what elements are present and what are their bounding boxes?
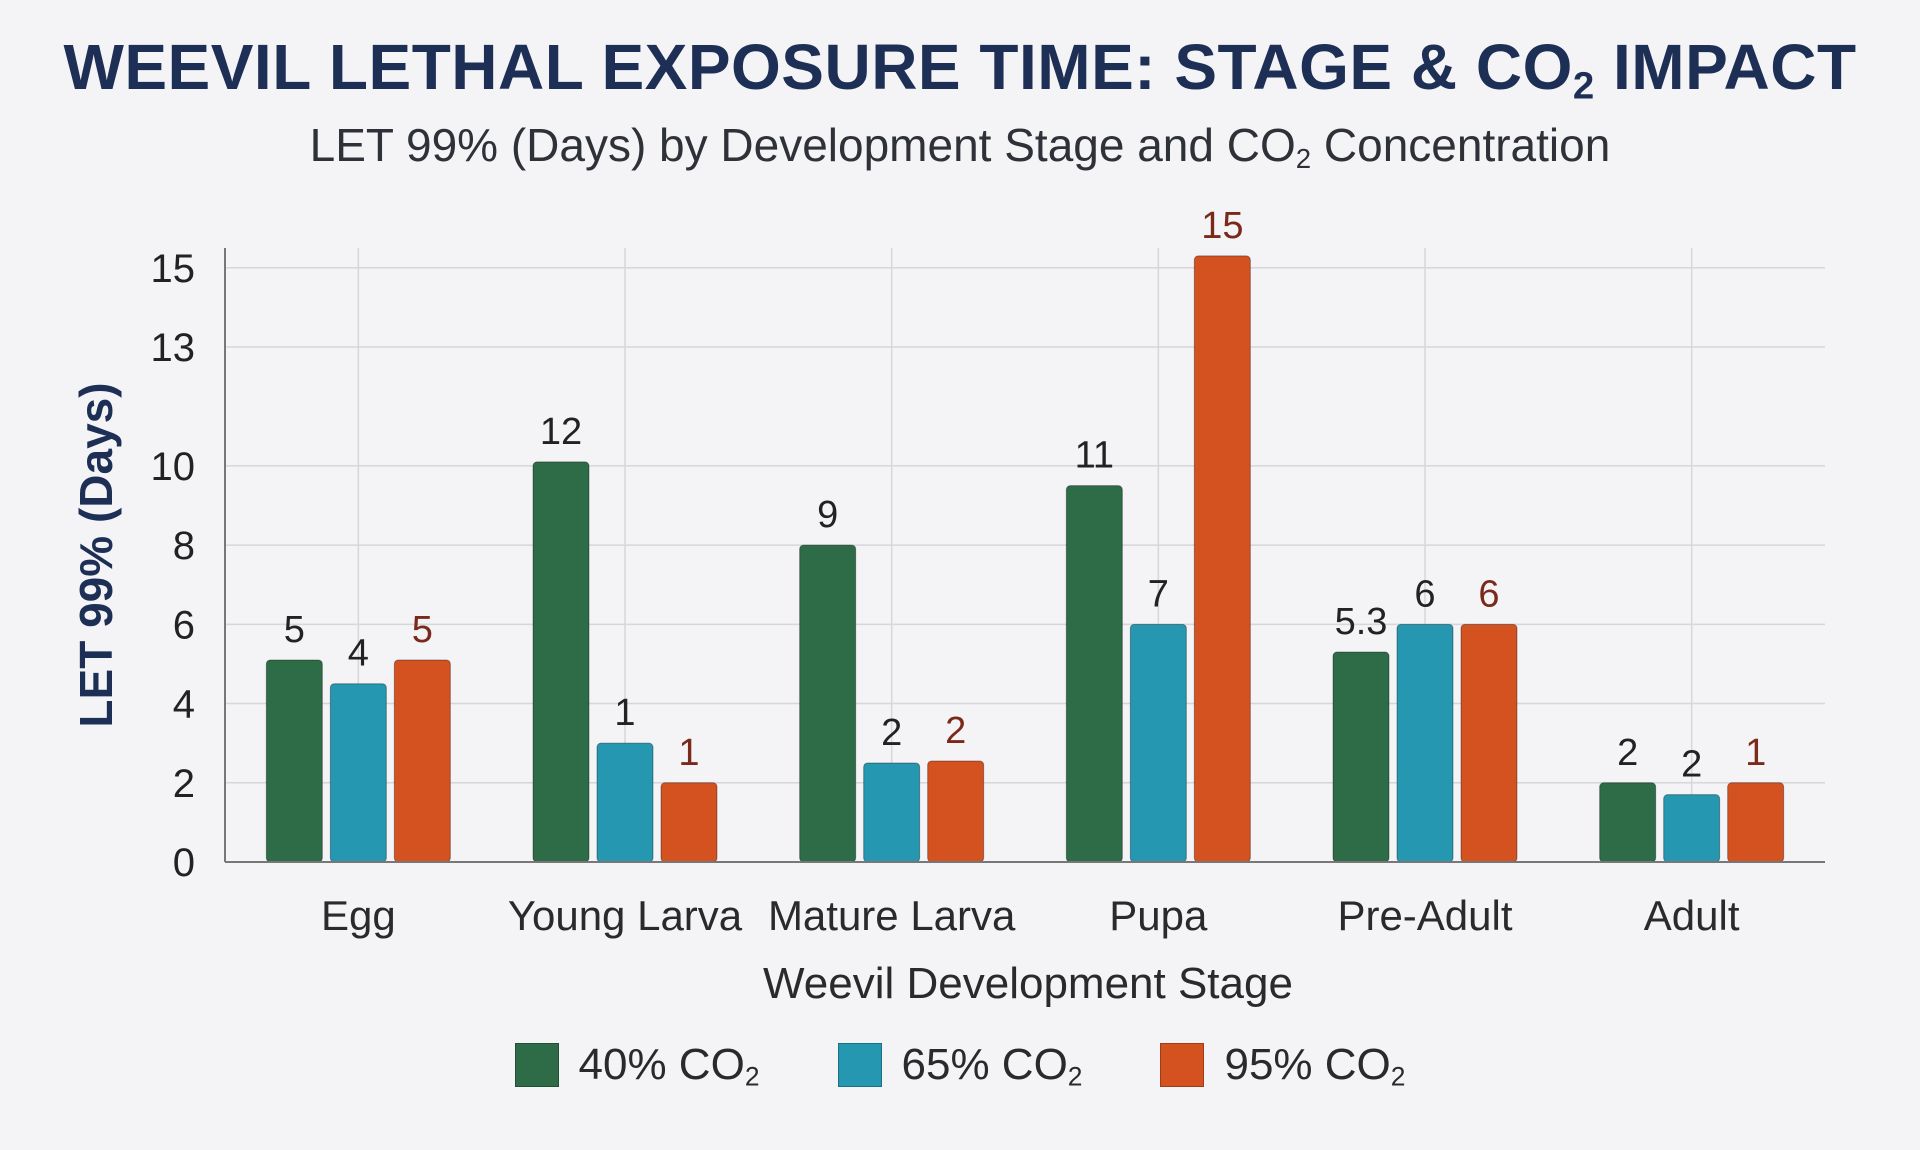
data-label: 7 [1148, 573, 1169, 615]
data-label: 2 [1617, 732, 1638, 774]
bar [265, 659, 323, 863]
y-tick-label: 2 [173, 762, 195, 806]
legend-label-text: 95% CO [1224, 1040, 1391, 1089]
data-label: 2 [1681, 744, 1702, 786]
bar [532, 461, 590, 863]
legend-item: 95% CO2 [1160, 1040, 1405, 1090]
y-axis-title: LET 99% (Days) [70, 382, 122, 727]
y-tick-label: 13 [151, 326, 196, 370]
bar [1193, 255, 1251, 863]
bar [1663, 794, 1721, 863]
bar [660, 782, 718, 863]
data-label: 5.3 [1335, 601, 1388, 643]
x-tick-label: Egg [321, 892, 396, 939]
x-axis-title: Weevil Development Stage [763, 959, 1293, 1008]
bar [1396, 623, 1454, 863]
bar [393, 659, 451, 863]
bar [1332, 651, 1390, 863]
bar [1460, 623, 1518, 863]
data-label: 1 [1745, 732, 1766, 774]
data-label: 12 [540, 411, 582, 453]
bar [927, 760, 985, 863]
bar [799, 544, 857, 863]
y-tick-label: 8 [173, 524, 195, 568]
x-tick-label: Adult [1644, 892, 1740, 939]
x-tick-label: Young Larva [508, 892, 743, 939]
bar [1129, 623, 1187, 863]
legend-label-subscript: 2 [744, 1061, 760, 1092]
legend-label-text: 65% CO [901, 1040, 1068, 1089]
chart-title: WEEVIL LETHAL EXPOSURE TIME: STAGE & CO2… [63, 31, 1857, 108]
data-label: 11 [1075, 435, 1114, 477]
bar [863, 762, 921, 863]
grid-layer [225, 248, 1825, 863]
data-label: 6 [1414, 573, 1435, 615]
y-tick-label: 4 [173, 683, 195, 727]
y-tick-label: 0 [173, 841, 195, 885]
data-label: 9 [817, 494, 838, 536]
data-label: 4 [348, 633, 369, 675]
x-tick-label: Mature Larva [768, 892, 1016, 939]
legend-swatch [514, 1043, 559, 1087]
bar [1065, 485, 1123, 863]
legend-label: 95% CO2 [1224, 1040, 1405, 1090]
legend-swatch [1160, 1043, 1205, 1087]
x-tick-label: Pre-Adult [1337, 892, 1512, 939]
bar [329, 683, 387, 863]
y-tick-label: 15 [151, 247, 196, 291]
y-tick-label: 10 [151, 445, 196, 489]
legend-label-text: 40% CO [578, 1040, 745, 1089]
data-label: 5 [412, 609, 433, 651]
data-label: 1 [678, 732, 699, 774]
data-label: 1 [614, 692, 635, 734]
data-label: 2 [881, 712, 902, 754]
chart-subtitle: LET 99% (Days) by Development Stage and … [309, 119, 1611, 174]
legend: 40% CO2 65% CO2 95% CO2 [0, 1040, 1920, 1090]
bars-layer [265, 255, 1785, 863]
data-label: 15 [1201, 205, 1243, 247]
data-label: 2 [945, 710, 966, 752]
bar [596, 742, 654, 863]
y-tick-label: 6 [173, 603, 195, 647]
legend-label-subscript: 2 [1067, 1061, 1083, 1092]
legend-swatch [837, 1043, 882, 1087]
legend-label-subscript: 2 [1390, 1061, 1406, 1092]
x-tick-label: Pupa [1109, 892, 1208, 939]
legend-item: 65% CO2 [837, 1040, 1083, 1090]
bar [1727, 782, 1785, 863]
data-label: 5 [284, 609, 305, 651]
legend-label: 40% CO2 [579, 1040, 760, 1090]
bar [1599, 782, 1657, 863]
legend-item: 40% CO2 [514, 1040, 760, 1090]
data-label: 6 [1478, 573, 1499, 615]
legend-label: 65% CO2 [902, 1040, 1083, 1090]
